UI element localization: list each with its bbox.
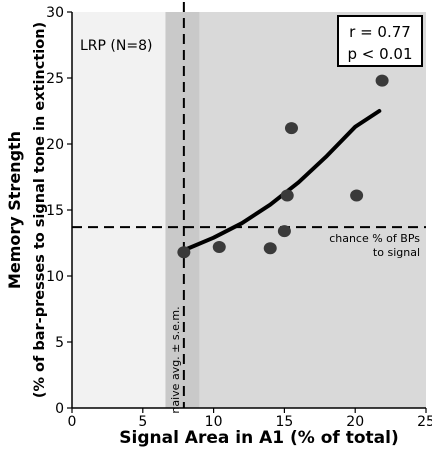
left-region bbox=[72, 12, 166, 408]
x-tick-label: 5 bbox=[138, 414, 147, 430]
data-point bbox=[177, 246, 191, 259]
y-tick-label: 30 bbox=[46, 5, 64, 21]
y-axis-subtitle: (% of bar-presses to signal tone in exti… bbox=[32, 22, 48, 398]
naive-avg-label: naive avg. ± s.e.m. bbox=[169, 306, 182, 413]
y-tick-label: 15 bbox=[46, 203, 64, 219]
x-tick-label: 10 bbox=[205, 414, 223, 430]
x-axis-title: Signal Area in A1 (% of total) bbox=[119, 428, 399, 448]
data-point bbox=[280, 189, 294, 202]
sem-band bbox=[165, 12, 200, 408]
data-point bbox=[277, 225, 291, 238]
y-tick-label: 5 bbox=[55, 335, 64, 351]
data-point bbox=[212, 240, 226, 253]
data-point bbox=[375, 74, 389, 87]
y-tick-label: 20 bbox=[46, 137, 64, 153]
stats-p: p < 0.01 bbox=[347, 45, 412, 63]
y-tick-label: 25 bbox=[46, 71, 64, 87]
y-tick-label: 0 bbox=[55, 401, 64, 417]
data-point bbox=[284, 122, 298, 135]
data-point bbox=[350, 189, 364, 202]
right-region bbox=[199, 12, 426, 408]
panel-label: LRP (N=8) bbox=[80, 38, 152, 54]
stats-box bbox=[337, 15, 423, 67]
data-points bbox=[177, 74, 389, 259]
x-tick-label: 25 bbox=[417, 414, 432, 430]
x-tick-label: 0 bbox=[68, 414, 77, 430]
chance-label-line2: to signal bbox=[373, 246, 420, 259]
y-tick-label: 10 bbox=[46, 269, 64, 285]
x-tick-label: 20 bbox=[346, 414, 364, 430]
stats-r: r = 0.77 bbox=[349, 23, 411, 41]
data-point bbox=[263, 242, 277, 255]
background-regions bbox=[72, 12, 426, 408]
annotations: Signal Area in A1 (% of total) Memory Str… bbox=[5, 15, 423, 448]
chance-label-line1: chance % of BPs bbox=[329, 232, 420, 245]
x-tick-label: 15 bbox=[275, 414, 293, 430]
axes: 0 5 10 15 20 25 30 0 5 10 15 20 25 bbox=[46, 5, 432, 430]
y-axis-title: Memory Strength bbox=[5, 131, 24, 289]
